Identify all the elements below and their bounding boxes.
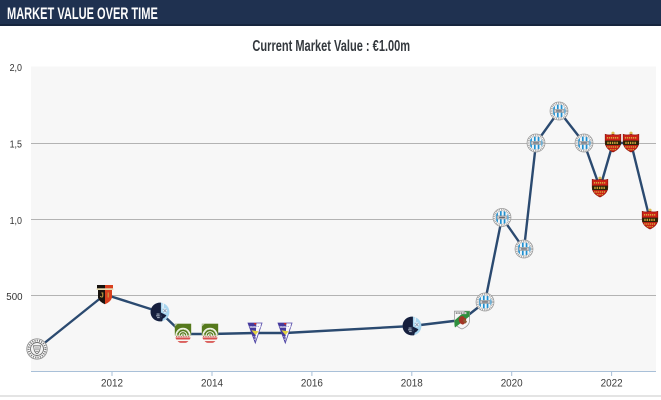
svg-text:2014: 2014 — [201, 378, 223, 390]
svg-text:2012: 2012 — [101, 378, 123, 390]
svg-text:2016: 2016 — [301, 378, 323, 390]
svg-text:2022: 2022 — [601, 378, 623, 390]
svg-text:2020: 2020 — [501, 378, 523, 390]
svg-text:1,0: 1,0 — [10, 216, 23, 227]
svg-text:500: 500 — [6, 292, 23, 303]
svg-text:1,5: 1,5 — [10, 140, 23, 151]
svg-text:2018: 2018 — [401, 378, 423, 390]
svg-text:2,0: 2,0 — [10, 63, 23, 74]
